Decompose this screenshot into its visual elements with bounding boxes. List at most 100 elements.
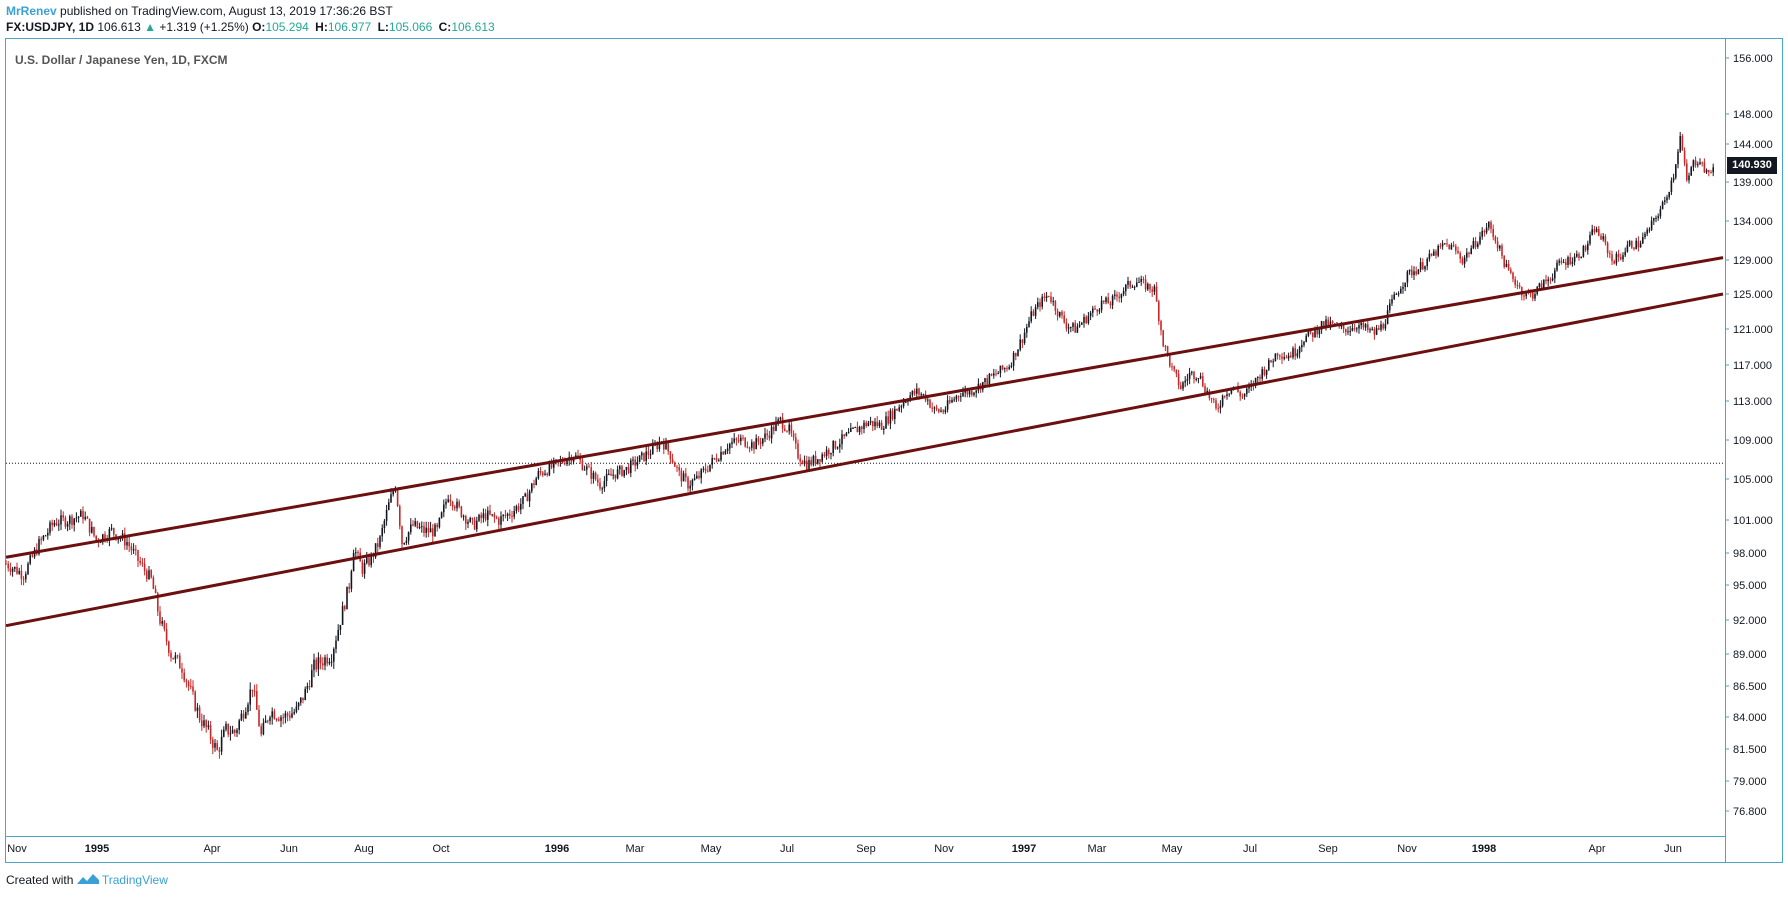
candle-body [216,743,218,750]
candle-body [896,408,898,411]
candle-body [504,514,507,516]
candle-body [810,460,812,465]
x-tick-label: 1997 [1012,843,1036,855]
candle-body [7,563,9,569]
candle-body [456,501,458,509]
candle-body [194,691,196,711]
candle-body [361,561,364,574]
candle-body [1358,325,1360,329]
candle-body [227,723,229,735]
y-tick-label: 84.000 [1733,712,1767,724]
candle-body [1045,295,1048,299]
candle-body [1703,162,1706,173]
candle-body [1292,348,1294,358]
candle-body [22,578,25,580]
candle-body [405,540,408,543]
x-tick-label: Jun [1664,843,1682,855]
candle-body [282,717,284,719]
candle-body [300,697,302,703]
candle-body [806,460,808,470]
candle-body [594,472,597,480]
candle-body [792,433,795,438]
candle-body [711,458,713,465]
author-link[interactable]: MrRenev [6,4,57,18]
candle-body [71,516,73,525]
candle-body [740,437,742,442]
candle-body [390,494,392,503]
candle-body [938,409,940,412]
candle-body [1479,236,1481,244]
y-tick-label: 109.000 [1733,435,1773,447]
candle-body [286,713,289,716]
tradingview-logo-icon[interactable] [76,873,102,887]
candle-body [198,707,201,721]
candle-body [704,468,707,471]
candle-body [1408,269,1411,272]
candle-body [1155,286,1158,302]
candle-body [242,713,245,719]
candle-body [995,373,997,375]
candle-body [707,470,709,472]
candle-body [271,711,273,718]
candle-body [1103,300,1105,303]
candle-body [1116,294,1118,297]
candle-body [18,570,20,574]
chart-frame[interactable] [5,38,1783,863]
candle-body [1246,388,1248,394]
candle-body [102,534,104,543]
candle-body [1690,167,1692,176]
candle-body [1265,369,1268,375]
candle-body [379,536,381,547]
trend-line-1[interactable] [5,256,1724,559]
candle-body [1056,310,1059,317]
candle-body [1070,327,1072,329]
candle-body [275,719,278,721]
candle-body [1580,256,1582,259]
candle-body [1144,279,1147,290]
candle-body [1538,283,1541,287]
candle-body [1188,372,1191,380]
candle-body [733,438,735,443]
candle-body [546,473,548,476]
y-tick-label: 95.000 [1733,580,1767,592]
candle-body [482,513,485,519]
candle-body [682,473,685,482]
candle-body [590,467,592,479]
candle-body [1039,302,1041,307]
candle-body [1514,279,1516,285]
candle-body [742,437,744,439]
candle-body [702,468,705,470]
candle-body [1584,246,1587,251]
candle-body [264,720,267,723]
candle-body [847,431,850,434]
candle-body [1215,400,1217,409]
candle-body [1369,329,1371,331]
candle-body [581,460,584,470]
candle-body [867,422,870,427]
candle-body [1428,253,1431,259]
candle-body [143,563,146,571]
candle-body [1595,228,1598,233]
candle-body [1276,353,1279,356]
candle-body [680,470,683,482]
tradingview-brand-link[interactable]: TradingView [101,873,168,887]
candle-body [729,443,731,449]
trend-line-2[interactable] [5,292,1724,628]
candle-body [295,706,298,712]
candle-body [245,711,247,719]
candle-body [368,557,370,566]
x-tick-label: Jul [780,843,794,855]
candle-body [58,524,60,526]
candle-body [929,399,931,408]
candle-body [1314,328,1316,338]
candle-body [1701,162,1703,164]
candle-body [82,510,84,520]
candle-body [955,396,958,400]
candle-body [1646,229,1648,234]
candle-body [262,722,265,735]
candle-body [1012,352,1015,366]
candle-body [1490,222,1492,230]
candle-body [619,466,621,470]
symbol-name[interactable]: FX:USDJPY, 1D [6,20,95,34]
